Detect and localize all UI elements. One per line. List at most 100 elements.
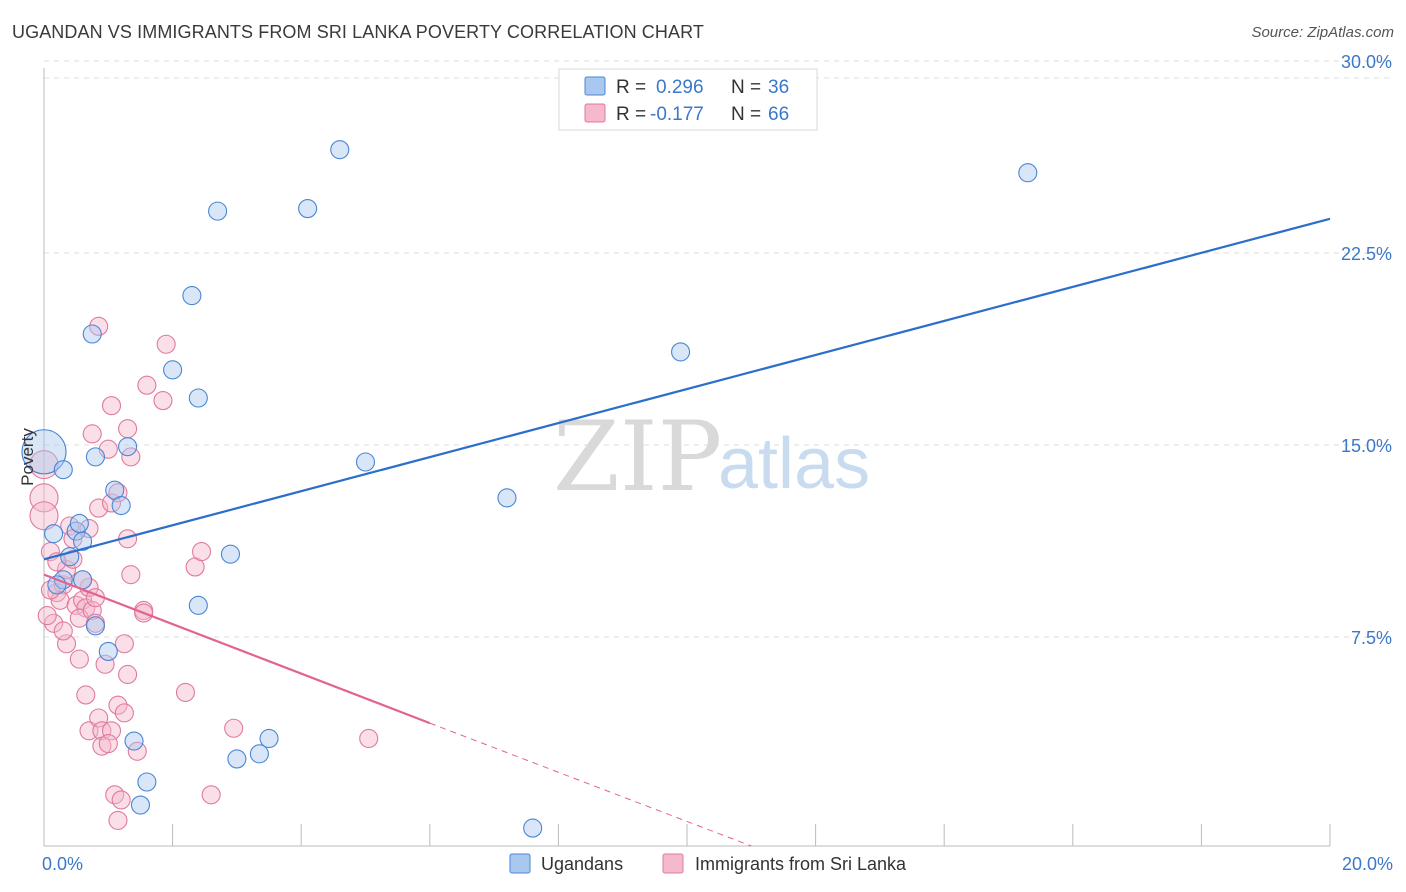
ugandan-point [21,429,67,475]
sri-lanka-point [121,447,141,467]
ugandan-point [163,360,183,380]
ugandan-trend-line [43,217,1331,561]
ugandan-point [330,140,350,160]
sri-lanka-point [82,424,102,444]
ugandan-points [21,140,1038,838]
sri-lanka-point [127,741,147,761]
legend-n-label-1: N = [731,77,761,98]
sri-lanka-point [95,654,115,674]
sri-lanka-point [156,334,176,354]
sri-lanka-point [175,682,196,702]
legend: R = 0.296 N = 36 R = -0.177 N = 66 [558,68,818,131]
bottom-legend: Ugandans Immigrants from Sri Lanka [509,853,907,874]
y-tick-label: 22.5% [1341,244,1392,264]
ugandan-point [220,544,241,564]
y-tick-label: 7.5% [1351,628,1392,648]
chart-title: UGANDAN VS IMMIGRANTS FROM SRI LANKA POV… [12,22,704,42]
ugandan-point [671,342,691,362]
sri-lanka-point [63,549,83,569]
ugandan-point [124,731,144,751]
sri-lanka-point [44,613,64,633]
sri-lanka-point [108,483,128,503]
sri-lanka-point [137,375,157,395]
ugandan-point [355,452,376,472]
sri-lanka-point [69,649,89,669]
sri-lanka-point [40,580,60,600]
y-tick-label: 15.0% [1341,436,1392,456]
ugandan-point [53,460,73,480]
ugandan-point [523,818,543,838]
ugandan-point [82,324,102,344]
ugandan-point [118,437,138,457]
ugandan-point [188,388,208,408]
ugandan-point [182,286,202,306]
sri-lanka-point [108,695,128,715]
sri-lanka-point [29,483,59,513]
ugandan-point [259,728,279,749]
sri-lanka-trend-line [43,573,431,725]
watermark-zip: ZIP [553,401,722,513]
ugandan-point [130,795,150,815]
sri-lanka-point [111,790,131,810]
sri-lanka-trend-extension [429,722,752,847]
grid-lines [44,60,1392,638]
sri-lanka-point [191,542,212,562]
sri-lanka-point [114,634,134,654]
sri-lanka-point [37,606,57,626]
sri-lanka-point [201,785,221,805]
x-tick-label-min: 0.0% [42,854,83,874]
sri-lanka-point [53,621,73,641]
y-axis-title: Poverty [18,428,37,486]
ugandan-point [249,744,269,764]
sri-lanka-point [118,419,138,439]
sri-lanka-point [108,810,128,830]
sri-lanka-point [89,498,109,518]
sri-lanka-point [56,559,77,580]
ugandan-point [227,749,247,769]
bottom-legend-swatch-sri-lanka [662,853,684,874]
ugandan-point [188,595,208,615]
legend-r-label-1: R = [616,77,646,98]
legend-n-label-2: N = [731,104,761,125]
ugandan-point [85,447,105,467]
legend-r-value-2: -0.177 [650,104,704,125]
bottom-legend-ugandans: Ugandans [541,854,623,874]
sri-lanka-point [98,734,118,754]
axis-ticks: 7.5% 15.0% 22.5% 30.0% 0.0% 20.0% [42,52,1393,874]
sri-lanka-point [121,565,141,585]
sri-lanka-points [29,316,379,830]
sri-lanka-point [29,450,59,480]
sri-lanka-point [82,600,102,621]
sri-lanka-point [89,708,109,728]
legend-swatch-ugandans [584,76,606,96]
ugandan-point [69,513,89,533]
trend-lines [43,217,1331,847]
ugandan-point [497,488,517,508]
ugandan-point [44,524,64,544]
ugandan-point [1018,163,1038,183]
ugandan-point [85,616,105,636]
legend-r-value-1: 0.296 [656,77,704,98]
legend-n-value-2: 66 [768,104,789,125]
sri-lanka-point [56,634,77,654]
legend-r-label-2: R = [616,104,646,125]
ugandan-point [298,199,318,219]
sri-lanka-point [153,391,173,411]
sri-lanka-point [118,664,138,685]
watermark-atlas: atlas [718,424,870,504]
ugandan-point [111,495,131,516]
sri-lanka-point [101,396,122,416]
sri-lanka-point [101,721,122,741]
sri-lanka-point [224,718,244,738]
source-label: Source: ZipAtlas.com [1251,24,1394,41]
ugandan-point [208,201,228,221]
sri-lanka-point [89,316,109,336]
sri-lanka-point [105,785,125,805]
sri-lanka-point [76,685,96,705]
x-tick-label-max: 20.0% [1342,854,1393,874]
legend-n-value-1: 36 [768,77,789,98]
y-tick-label: 30.0% [1341,52,1392,72]
ugandan-point [66,521,86,541]
bottom-legend-sri-lanka: Immigrants from Sri Lanka [695,854,907,874]
